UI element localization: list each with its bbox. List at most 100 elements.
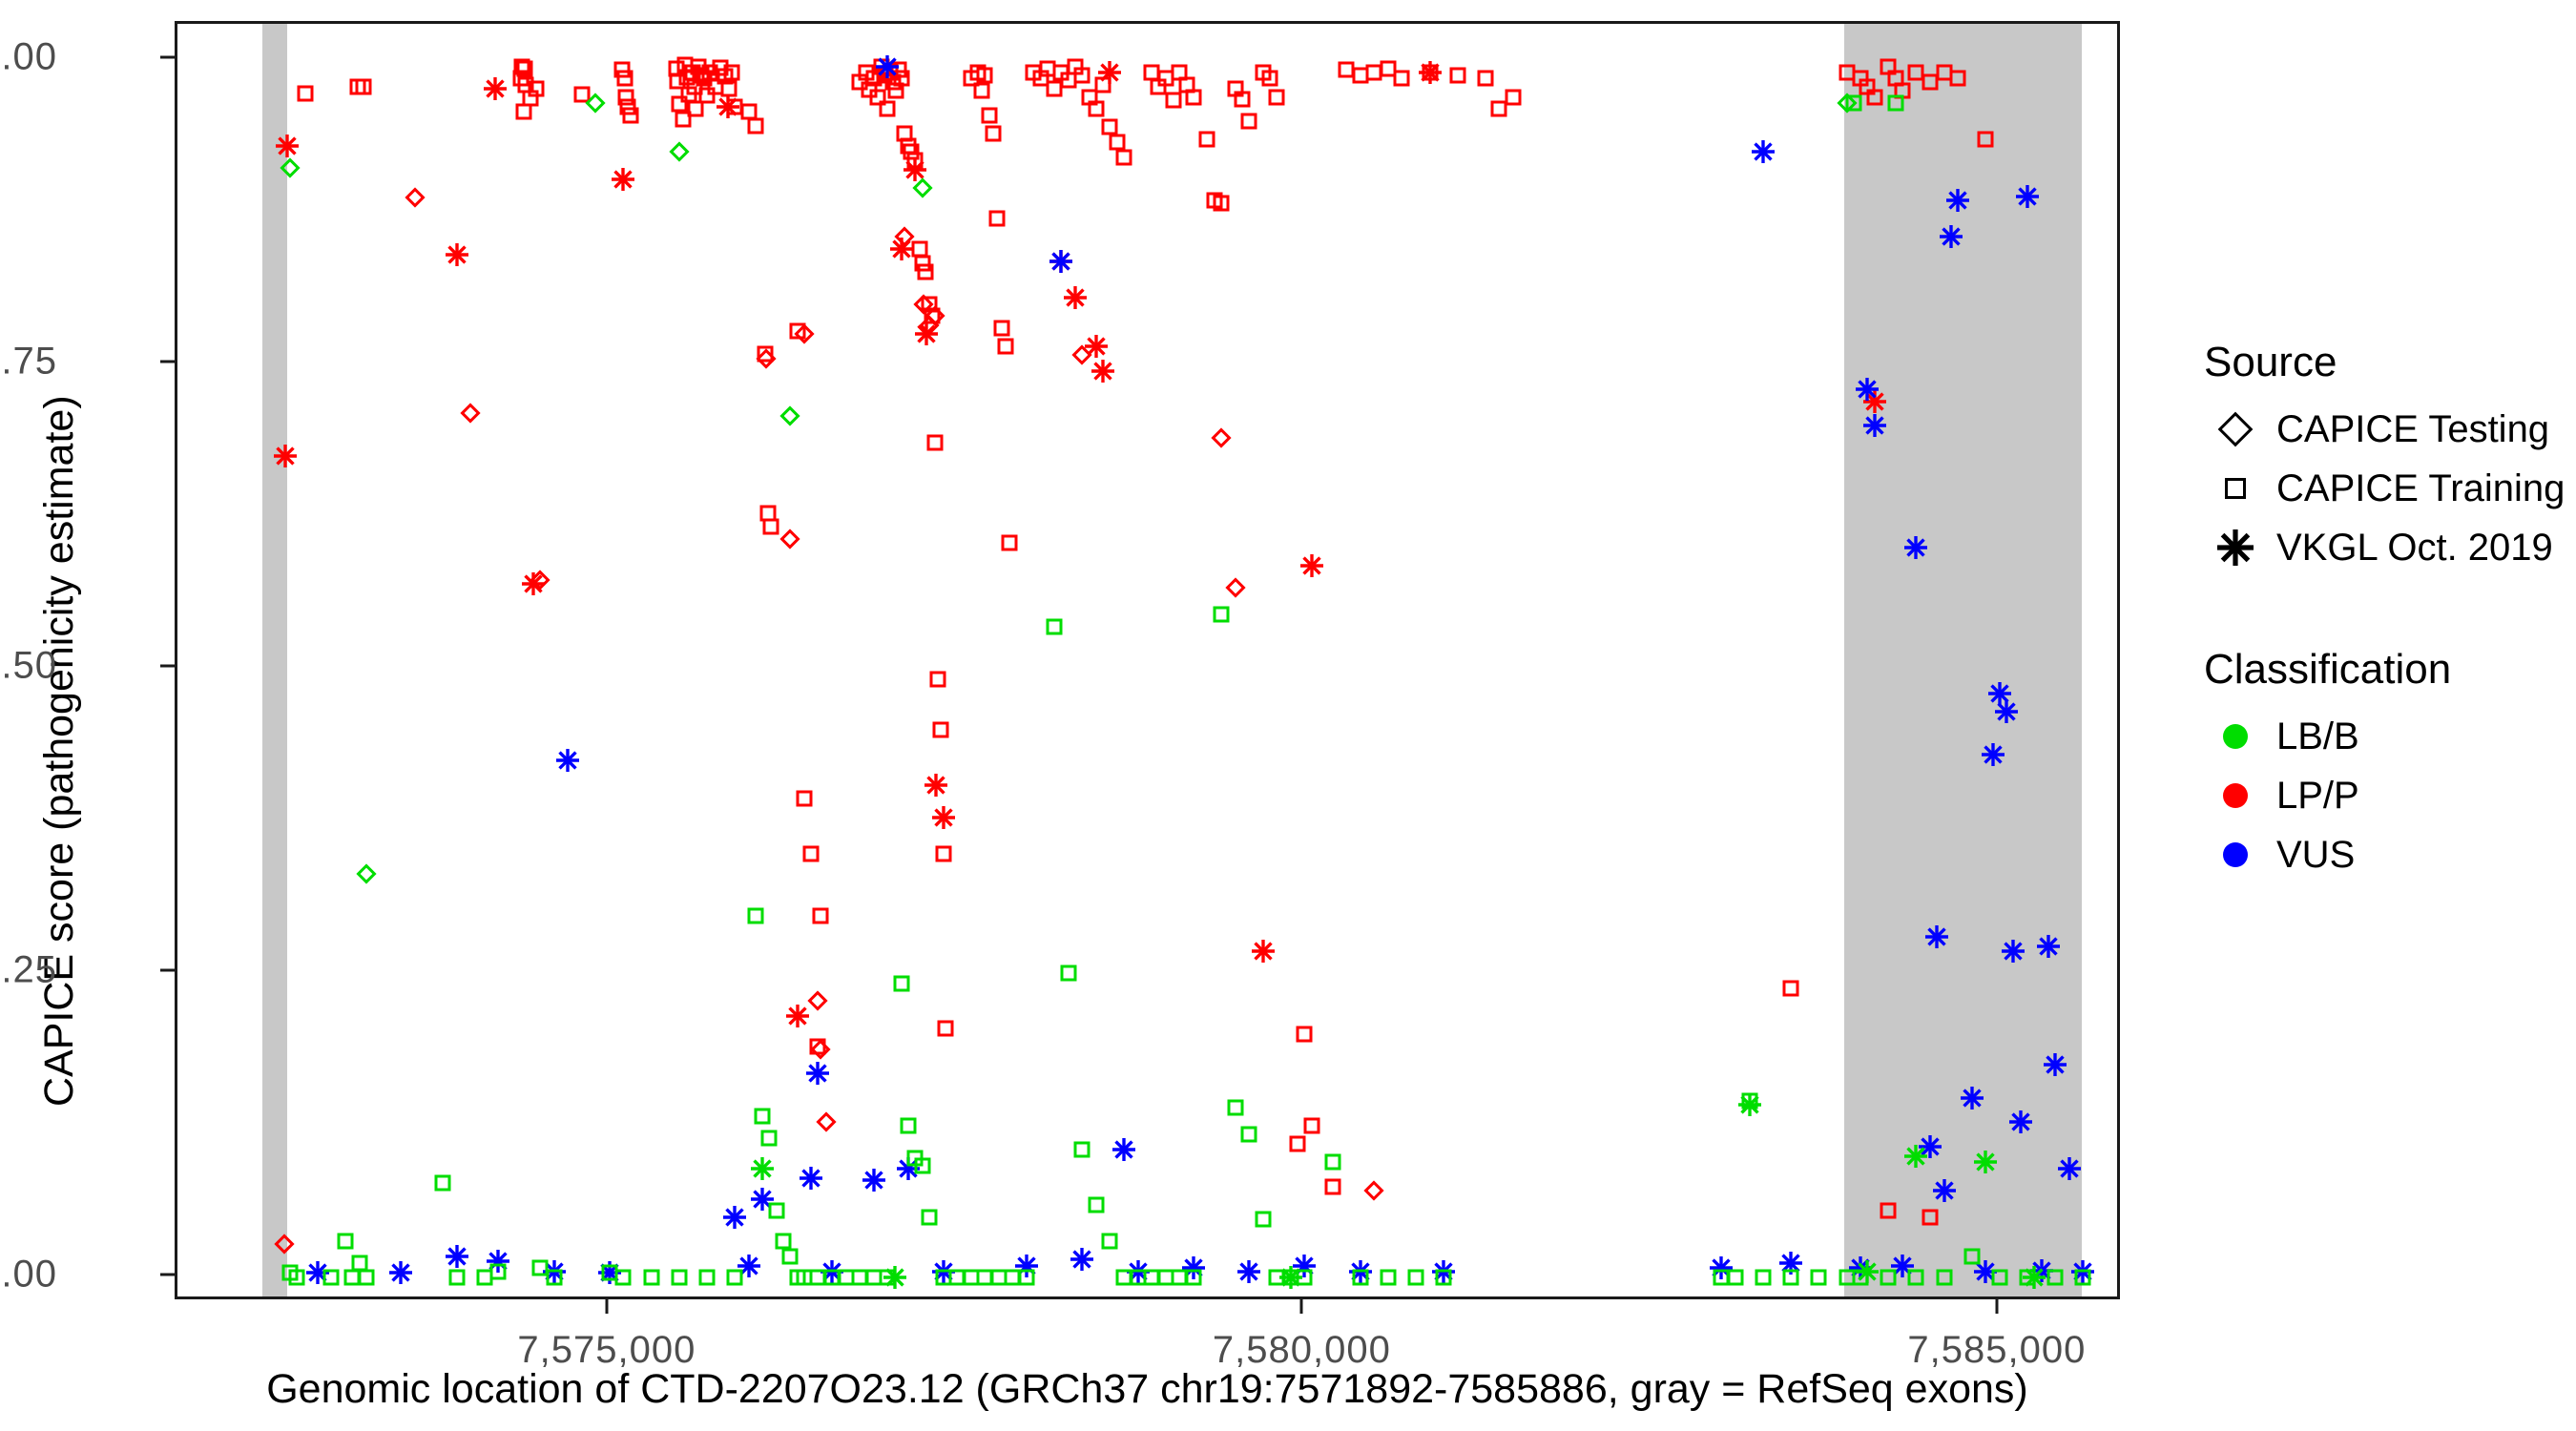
data-point-square bbox=[796, 1269, 813, 1286]
data-point-diamond bbox=[585, 93, 606, 114]
data-point-asterisk bbox=[1181, 1255, 1206, 1280]
data-point-square bbox=[900, 1117, 917, 1134]
data-point-square bbox=[929, 671, 946, 688]
data-point-square bbox=[701, 64, 718, 81]
legend-item-label: CAPICE Testing bbox=[2276, 407, 2550, 450]
data-point-asterisk bbox=[1126, 1259, 1151, 1284]
data-point-square bbox=[1060, 964, 1077, 982]
data-point-diamond bbox=[924, 305, 945, 326]
data-point-square bbox=[809, 1038, 826, 1055]
legend-item-capice-testing[interactable]: CAPICE Testing bbox=[2194, 400, 2576, 459]
data-point-square bbox=[906, 152, 924, 169]
y-axis-tick-label: 0.25 bbox=[0, 948, 57, 991]
data-point-asterisk bbox=[1737, 1092, 1762, 1117]
data-point-square bbox=[546, 1269, 563, 1286]
data-point-square bbox=[906, 1150, 924, 1167]
data-point-square bbox=[775, 1233, 792, 1250]
data-point-square bbox=[1380, 1269, 1397, 1286]
data-point-square bbox=[921, 296, 938, 313]
data-point-asterisk bbox=[805, 1061, 830, 1086]
data-point-square bbox=[712, 59, 729, 76]
data-point-square bbox=[1032, 70, 1049, 87]
data-point-square bbox=[921, 1209, 938, 1226]
data-point-square bbox=[1741, 1092, 1758, 1110]
data-point-square bbox=[760, 1130, 778, 1147]
legend-item-lp-p[interactable]: LP/P bbox=[2194, 766, 2576, 825]
data-point-square bbox=[981, 107, 998, 124]
data-point-square bbox=[1143, 64, 1160, 81]
data-point-diamond bbox=[1363, 1179, 1384, 1201]
data-point-square bbox=[512, 70, 530, 87]
data-point-square bbox=[717, 68, 734, 85]
data-point-asterisk bbox=[1709, 1255, 1734, 1280]
data-point-square bbox=[1435, 1269, 1452, 1286]
data-point-square bbox=[573, 86, 591, 103]
x-axis-tick-mark bbox=[605, 1299, 609, 1314]
data-point-square bbox=[297, 85, 314, 102]
data-point-asterisk bbox=[1251, 939, 1276, 964]
data-point-square bbox=[517, 76, 534, 93]
data-point-square bbox=[617, 89, 634, 106]
data-point-square bbox=[851, 1269, 868, 1286]
data-point-square bbox=[1380, 60, 1397, 77]
data-point-square bbox=[858, 64, 875, 81]
data-point-square bbox=[698, 1269, 716, 1286]
data-point-square bbox=[887, 82, 904, 99]
data-point-square bbox=[531, 1259, 549, 1276]
asterisk-icon bbox=[2194, 529, 2276, 567]
data-point-square bbox=[937, 1020, 954, 1037]
data-point-square bbox=[687, 100, 704, 117]
legend-item-vus[interactable]: VUS bbox=[2194, 825, 2576, 884]
data-point-square bbox=[434, 1174, 451, 1192]
data-point-square bbox=[1081, 89, 1098, 106]
data-point-square bbox=[343, 1269, 361, 1286]
data-point-square bbox=[1073, 67, 1091, 84]
data-point-asterisk bbox=[1091, 359, 1115, 384]
data-point-square bbox=[668, 60, 685, 77]
data-point-diamond bbox=[807, 989, 829, 1011]
data-point-square bbox=[1198, 131, 1215, 148]
data-point-square bbox=[1052, 64, 1070, 81]
data-point-square bbox=[747, 117, 764, 135]
data-point-diamond bbox=[1071, 344, 1092, 365]
legend-item-lb-b[interactable]: LB/B bbox=[2194, 707, 2576, 766]
data-point-diamond bbox=[913, 293, 934, 315]
data-point-square bbox=[1094, 76, 1111, 93]
data-point-square bbox=[1060, 72, 1077, 89]
data-point-square bbox=[1206, 192, 1223, 209]
y-axis-tick-mark bbox=[160, 55, 175, 59]
data-point-square bbox=[601, 1264, 618, 1281]
data-point-asterisk bbox=[305, 1260, 330, 1285]
data-point-asterisk bbox=[1278, 1265, 1303, 1290]
data-point-diamond bbox=[779, 529, 800, 550]
data-point-asterisk bbox=[1751, 139, 1776, 164]
plot-area bbox=[177, 24, 2117, 1296]
y-axis-tick-label: 0.75 bbox=[0, 340, 57, 383]
y-axis-tick-label: 0.00 bbox=[0, 1253, 57, 1296]
data-point-square bbox=[1227, 1099, 1244, 1116]
legend-item-capice-training[interactable]: CAPICE Training bbox=[2194, 459, 2576, 518]
data-point-square bbox=[1067, 58, 1084, 75]
data-point-diamond bbox=[756, 348, 778, 369]
data-point-square bbox=[1018, 1269, 1035, 1286]
data-point-square bbox=[616, 70, 634, 87]
data-point-square bbox=[762, 518, 779, 535]
data-point-diamond bbox=[669, 141, 690, 162]
data-point-square bbox=[1046, 618, 1063, 635]
data-point-square bbox=[1296, 1269, 1313, 1286]
data-point-square bbox=[1150, 78, 1167, 95]
data-point-square bbox=[865, 1269, 883, 1286]
legend-item-label: VUS bbox=[2276, 833, 2356, 876]
data-point-diamond bbox=[919, 315, 940, 337]
data-point-square bbox=[622, 107, 639, 124]
data-point-asterisk bbox=[445, 1244, 469, 1269]
data-point-diamond bbox=[816, 1111, 837, 1132]
data-point-square bbox=[1324, 1153, 1341, 1171]
data-point-square bbox=[1073, 1141, 1091, 1158]
data-point-square bbox=[1046, 80, 1063, 97]
data-point-square bbox=[935, 845, 952, 862]
data-point-square bbox=[823, 1269, 841, 1286]
legend-item-vkgl-oct-2019[interactable]: VKGL Oct. 2019 bbox=[2194, 518, 2576, 577]
data-point-asterisk bbox=[750, 1156, 775, 1181]
data-point-square bbox=[1727, 1269, 1744, 1286]
